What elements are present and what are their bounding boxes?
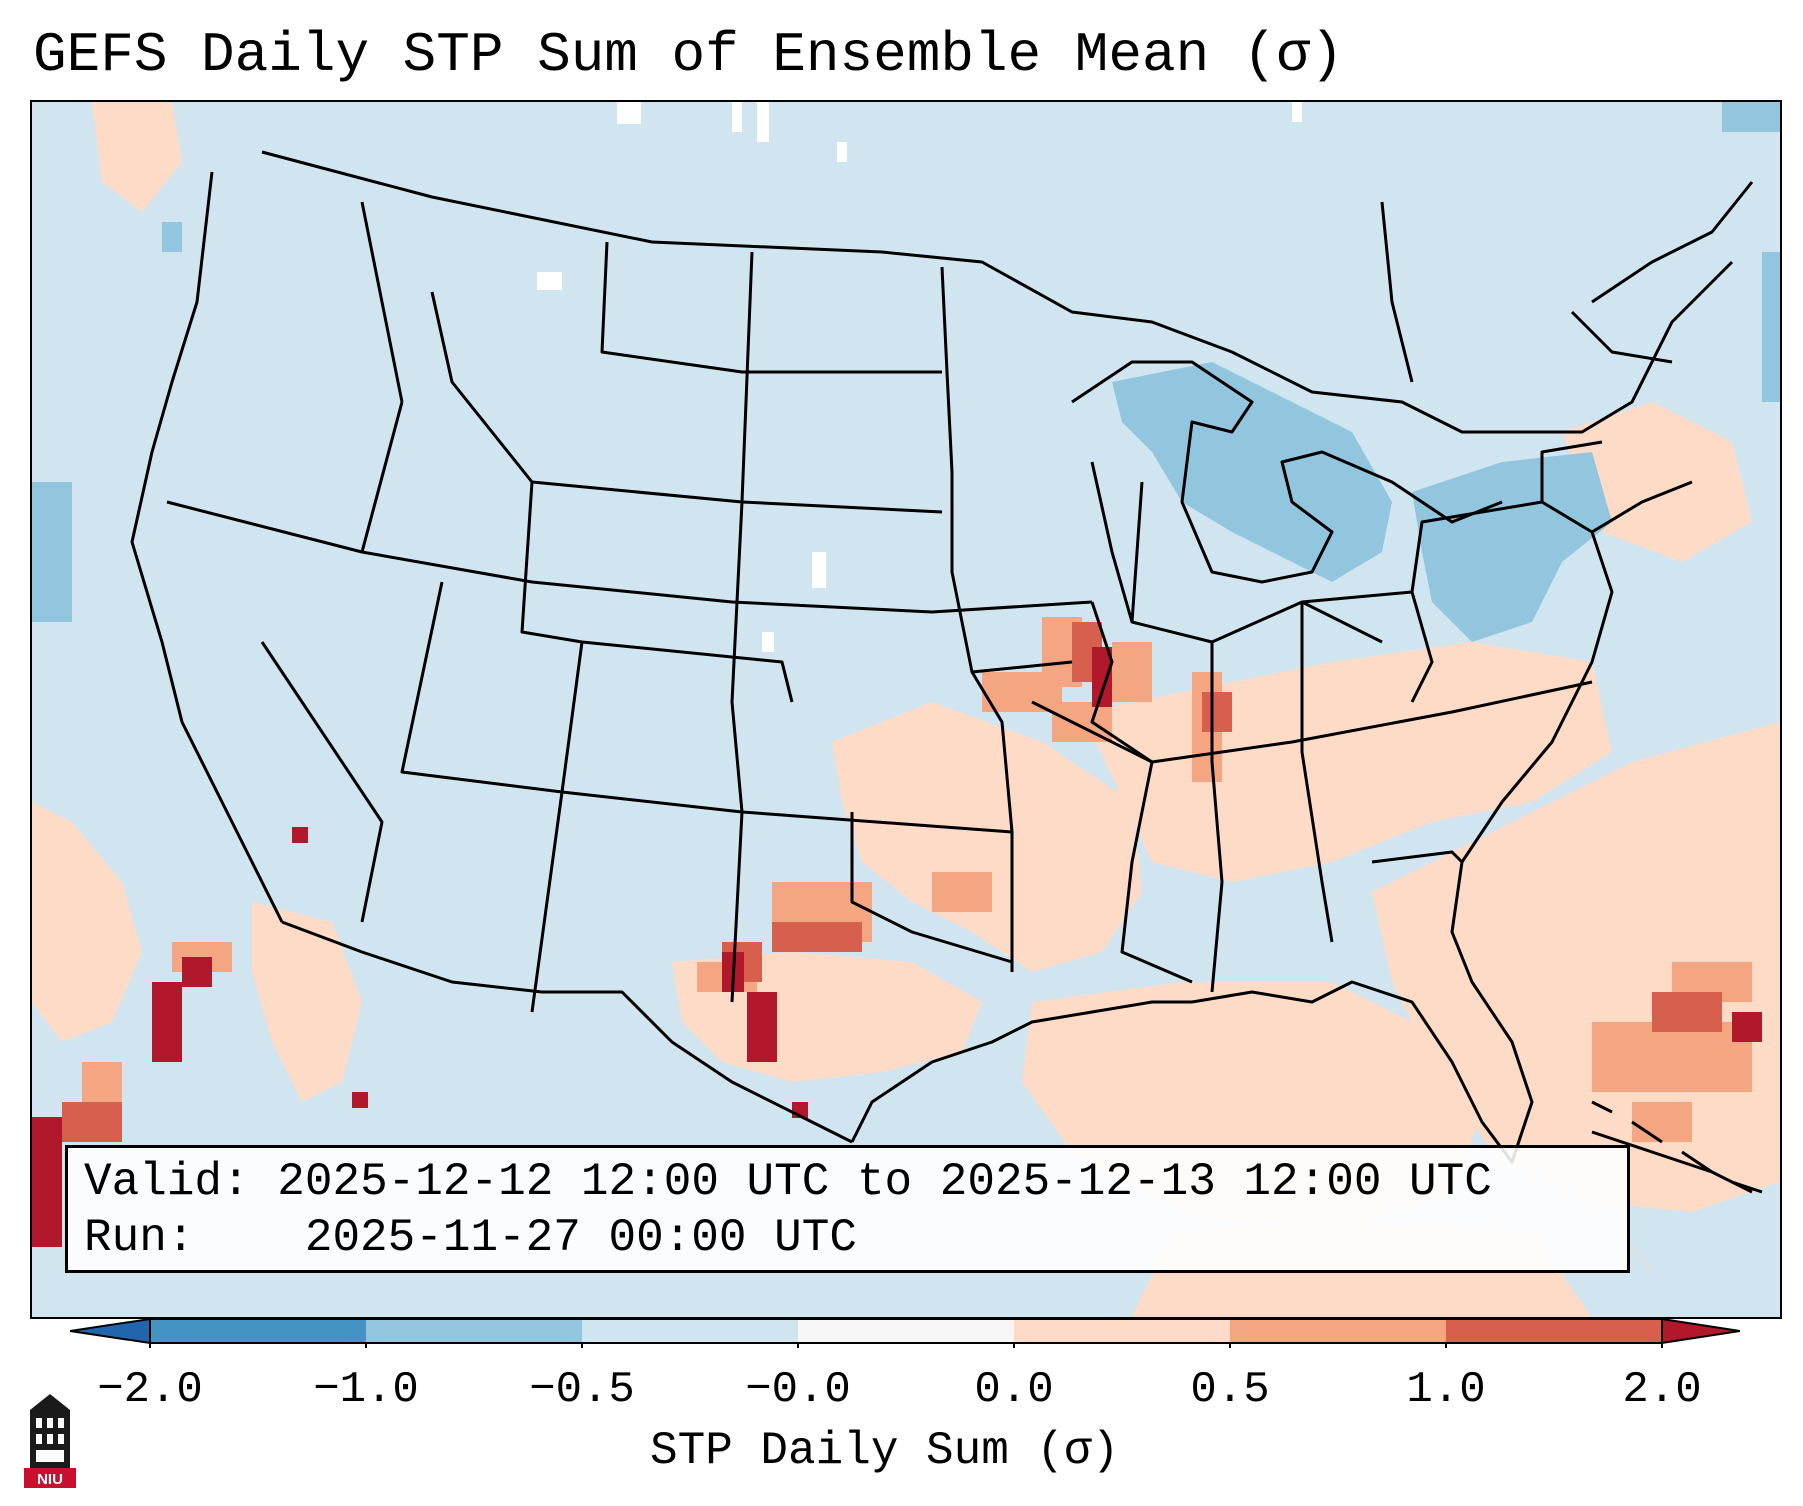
colorbar-under-triangle xyxy=(70,1318,151,1345)
valid-line: Valid: 2025-12-12 12:00 UTC to 2025-12-1… xyxy=(84,1154,1611,1210)
anomaly-positive-light xyxy=(32,102,1780,1317)
colorbar-bin xyxy=(150,1319,366,1343)
colorbar-bin xyxy=(1230,1319,1446,1343)
canada-us-border xyxy=(261,150,1734,434)
colorbar-tick-label: −1.0 xyxy=(313,1365,419,1415)
run-line: Run: 2025-11-27 00:00 UTC xyxy=(84,1210,1611,1266)
valid-value: 2025-12-12 12:00 UTC to 2025-12-13 12:00… xyxy=(277,1156,1492,1208)
colorbar xyxy=(70,1318,1740,1348)
colorbar-label: STP Daily Sum (σ) xyxy=(650,1425,1120,1477)
colorbar-bin xyxy=(1014,1319,1230,1343)
caribbean-islands xyxy=(1591,1100,1763,1194)
valid-label: Valid: xyxy=(84,1156,250,1208)
colorbar-tick-label: −0.0 xyxy=(745,1365,851,1415)
map-title: GEFS Daily STP Sum of Ensemble Mean (σ) xyxy=(33,23,1344,87)
gulf-coast xyxy=(850,480,1693,1164)
us-mexico-border xyxy=(281,920,853,1144)
colorbar-tick-label: 1.0 xyxy=(1406,1365,1486,1415)
colorbar-bin xyxy=(366,1319,582,1343)
colorbar-tick-label: 0.0 xyxy=(974,1365,1054,1415)
us-west-coast xyxy=(130,171,284,923)
colorbar-bin xyxy=(798,1319,1014,1343)
run-label: Run: xyxy=(84,1212,195,1264)
valid-time-box: Valid: 2025-12-12 12:00 UTC to 2025-12-1… xyxy=(65,1145,1630,1273)
state-country-boundaries xyxy=(130,150,1754,1194)
anomaly-positive-extreme xyxy=(32,647,1762,1247)
svg-text:NIU: NIU xyxy=(37,1471,63,1488)
near-zero-patches xyxy=(537,102,1302,652)
map-panel[interactable] xyxy=(30,100,1782,1319)
colorbar-tick-label: −0.5 xyxy=(529,1365,635,1415)
niu-logo: NIU xyxy=(24,1394,76,1488)
colorbar-bin xyxy=(582,1319,798,1343)
colorbar-bin xyxy=(1446,1319,1662,1343)
run-value: 2025-11-27 00:00 UTC xyxy=(304,1212,857,1264)
great-lakes-outline xyxy=(1071,360,1503,584)
colorbar-tick-label: 2.0 xyxy=(1622,1365,1702,1415)
colorbar-tick-label: 0.5 xyxy=(1190,1365,1270,1415)
map-canvas xyxy=(32,102,1780,1317)
anomaly-negative xyxy=(32,102,1780,642)
colorbar-tick-label: −2.0 xyxy=(97,1365,203,1415)
colorbar-over-triangle xyxy=(1661,1318,1740,1345)
